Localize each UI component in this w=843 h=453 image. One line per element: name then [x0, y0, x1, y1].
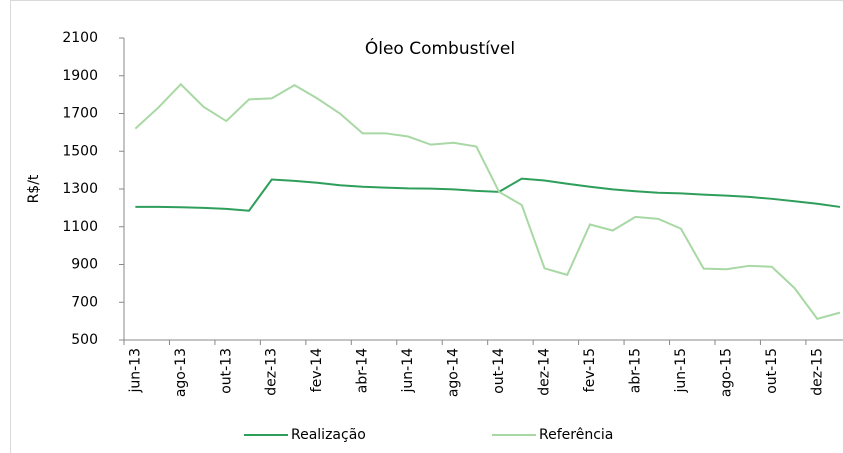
x-tick-label: ago-13 [173, 348, 189, 397]
x-tick-label: ago-15 [718, 348, 734, 397]
chart-title: Óleo Combustível [365, 37, 515, 59]
x-tick-label: jun-13 [127, 348, 143, 394]
y-tick-label: 1700 [62, 106, 98, 122]
x-tick-label: jun-14 [400, 348, 416, 394]
x-tick-label: dez-15 [809, 348, 825, 396]
y-tick-label: 2100 [62, 30, 98, 46]
y-tick-label: 1900 [62, 68, 98, 84]
x-tick-label: abr-15 [627, 348, 643, 393]
y-tick-label: 700 [71, 294, 98, 310]
line-series [135, 177, 841, 212]
legend-label: Referência [539, 427, 613, 443]
x-tick-label: out-13 [218, 348, 234, 394]
x-tick-label: dez-13 [264, 348, 280, 396]
x-tick-label: ago-14 [446, 348, 462, 397]
x-tick-label: out-15 [764, 348, 780, 394]
x-tick-label: dez-14 [537, 348, 553, 396]
y-axis-label: R$/t [26, 174, 42, 203]
y-tick-label: 1500 [62, 143, 98, 159]
y-tick-label: 1300 [62, 181, 98, 197]
x-tick-label: fev-15 [582, 348, 598, 392]
x-tick-label: fev-14 [309, 348, 325, 392]
x-tick-label: out-14 [491, 348, 507, 394]
x-tick-label: abr-14 [355, 348, 371, 393]
y-tick-label: 1100 [62, 219, 98, 235]
legend-label: Realização [291, 427, 366, 443]
y-tick-label: 900 [71, 257, 98, 273]
chart-frame [10, 0, 843, 453]
line-series [134, 82, 841, 321]
x-tick-label: jun-15 [673, 348, 689, 394]
y-tick-label: 500 [71, 332, 98, 348]
